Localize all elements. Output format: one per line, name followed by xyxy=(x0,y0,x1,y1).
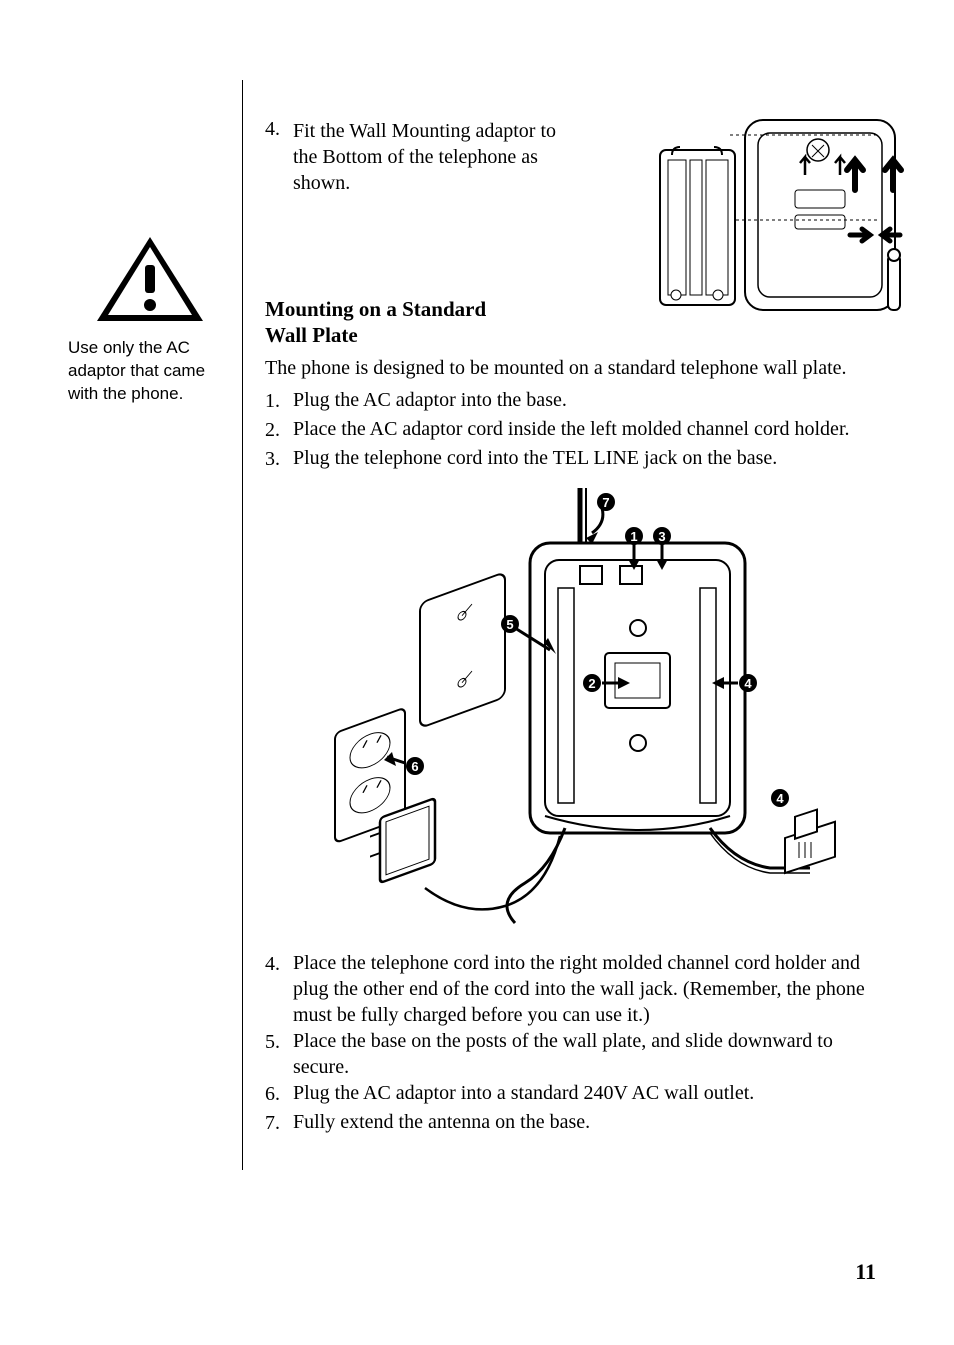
sidebar-note: Use only the AC adaptor that came with t… xyxy=(68,337,232,406)
list-item: 7. Fully extend the antenna on the base. xyxy=(265,1109,875,1138)
step-text: Plug the AC adaptor into a standard 240V… xyxy=(293,1080,754,1109)
intro-text: The phone is designed to be mounted on a… xyxy=(265,355,875,381)
document-page: Use only the AC adaptor that came with t… xyxy=(0,0,954,1345)
step-text: Fit the Wall Mounting adaptor to the Bot… xyxy=(293,118,575,196)
step-number: 3. xyxy=(265,445,293,474)
step-text: Plug the AC adaptor into the base. xyxy=(293,387,567,416)
step-text: Place the telephone cord into the right … xyxy=(293,950,875,1028)
main-content: 4. Fit the Wall Mounting adaptor to the … xyxy=(265,80,875,1138)
svg-text:6: 6 xyxy=(411,759,418,774)
wall-mount-figure: 7 1 3 2 4 4 xyxy=(290,488,850,928)
list-item: 2. Place the AC adaptor cord inside the … xyxy=(265,416,875,445)
step-number: 1. xyxy=(265,387,293,416)
step-number: 4. xyxy=(265,950,293,1028)
step-text: Place the base on the posts of the wall … xyxy=(293,1028,875,1080)
list-item: 5. Place the base on the posts of the wa… xyxy=(265,1028,875,1080)
list-item: 4. Place the telephone cord into the rig… xyxy=(265,950,875,1028)
step-number: 5. xyxy=(265,1028,293,1080)
adaptor-figure xyxy=(640,95,910,330)
step-number: 7. xyxy=(265,1109,293,1138)
svg-text:4: 4 xyxy=(776,791,784,806)
svg-text:7: 7 xyxy=(602,495,609,510)
svg-text:2: 2 xyxy=(588,676,595,691)
svg-text:1: 1 xyxy=(630,529,637,544)
page-number: 11 xyxy=(855,1259,876,1285)
step-number: 2. xyxy=(265,416,293,445)
list-item: 6. Plug the AC adaptor into a standard 2… xyxy=(265,1080,875,1109)
heading-line2: Wall Plate xyxy=(265,323,358,347)
sidebar: Use only the AC adaptor that came with t… xyxy=(68,80,243,1170)
svg-text:5: 5 xyxy=(506,617,513,632)
step-number: 4. xyxy=(265,118,293,196)
step-text: Fully extend the antenna on the base. xyxy=(293,1109,590,1138)
step-text: Place the AC adaptor cord inside the lef… xyxy=(293,416,850,445)
step-number: 6. xyxy=(265,1080,293,1109)
warning-icon xyxy=(95,235,205,325)
heading-line1: Mounting on a Standard xyxy=(265,297,486,321)
svg-text:4: 4 xyxy=(744,676,752,691)
svg-text:3: 3 xyxy=(658,529,665,544)
step-text: Plug the telephone cord into the TEL LIN… xyxy=(293,445,777,474)
list-item: 3. Plug the telephone cord into the TEL … xyxy=(265,445,875,474)
list-item: 1. Plug the AC adaptor into the base. xyxy=(265,387,875,416)
